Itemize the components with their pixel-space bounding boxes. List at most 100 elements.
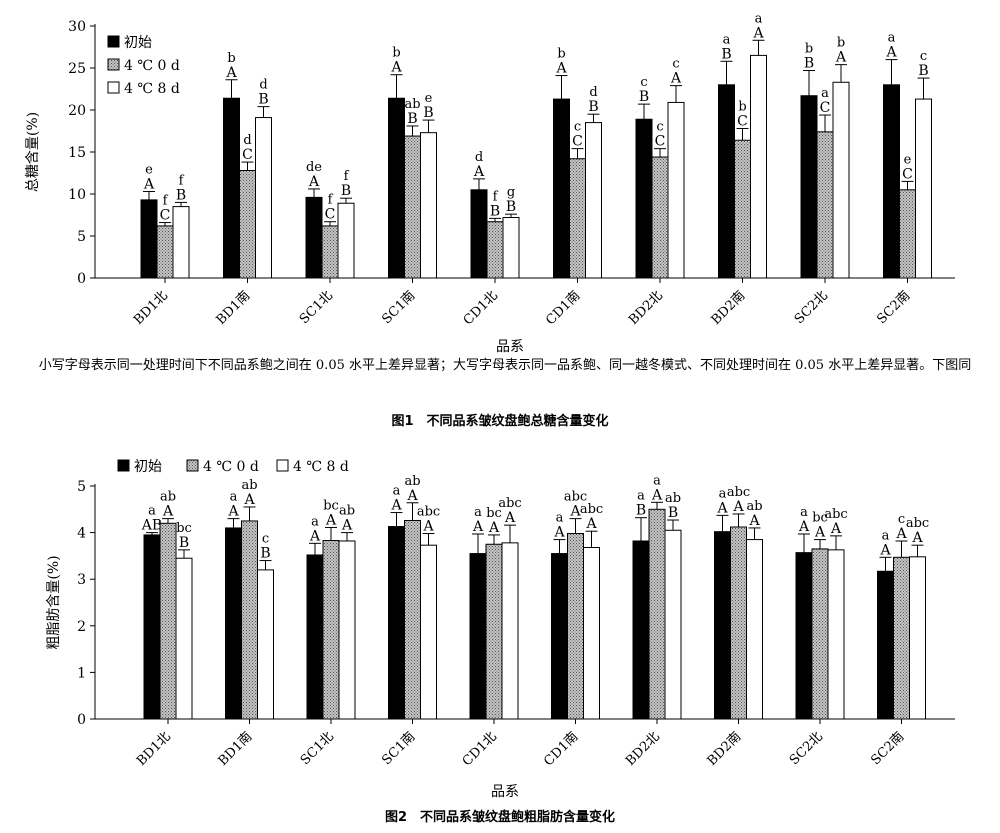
bar [502, 217, 520, 279]
bar [832, 81, 850, 279]
significance-upper-letter: A [309, 528, 321, 544]
significance-upper-letter: A [390, 498, 402, 514]
bar [883, 84, 900, 279]
significance-upper-letter: A [798, 519, 810, 535]
x-tick-label: SC1北 [298, 729, 337, 768]
significance-lower-letter: a [800, 505, 808, 520]
y-tick-label: 0 [77, 712, 86, 728]
bar [140, 199, 158, 279]
significance-lower-letter: f [493, 189, 499, 204]
significance-upper-letter: B [407, 111, 417, 127]
bar [795, 552, 813, 720]
bar [223, 97, 240, 279]
y-tick-label: 3 [77, 572, 86, 588]
significance-lower-letter: ab [404, 474, 420, 489]
bar [388, 97, 405, 279]
significance-lower-letter: ab [160, 490, 176, 505]
bar [159, 522, 177, 720]
significance-lower-letter: c [262, 532, 269, 547]
significance-upper-letter: A [835, 50, 847, 66]
x-tick-label: BD1北 [131, 288, 171, 328]
bar [816, 131, 834, 279]
figure-1-caption: 图1 不同品系皱纹盘鲍总糖含量变化 [391, 414, 609, 429]
x-tick-label: BD1南 [213, 288, 253, 328]
significance-lower-letter: d [589, 85, 597, 100]
x-tick-label: BD2南 [704, 729, 744, 769]
significance-lower-letter: abc [580, 502, 603, 517]
significance-upper-letter: C [655, 134, 666, 150]
y-tick-label: 0 [77, 271, 86, 287]
bar [877, 570, 894, 720]
significance-upper-letter: A [895, 526, 907, 542]
significance-upper-letter: C [325, 207, 336, 223]
y-tick-label: 2 [77, 619, 86, 635]
significance-lower-letter: b [805, 42, 813, 57]
bar [337, 202, 355, 279]
y-axis-title: 总糖含量(%) [25, 112, 41, 192]
significance-lower-letter: a [393, 484, 401, 499]
significance-upper-letter: A [472, 519, 484, 535]
bar [583, 547, 600, 720]
significance-lower-letter: a [882, 528, 890, 543]
x-tick-label: SC2北 [787, 729, 826, 768]
significance-lower-letter: c [920, 49, 927, 64]
significance-lower-letter: a [821, 86, 829, 101]
significance-lower-letter: a [148, 504, 156, 519]
y-tick-label: 4 [77, 526, 86, 542]
bar [730, 526, 747, 720]
significance-upper-letter: B [179, 535, 189, 551]
bar [734, 139, 751, 279]
significance-upper-letter: B [636, 503, 646, 519]
y-tick-label: 25 [68, 61, 86, 77]
significance-lower-letter: ab [665, 491, 681, 506]
significance-upper-letter: A [504, 510, 516, 526]
significance-lower-letter: bc [323, 498, 339, 513]
y-tick-label: 20 [68, 103, 86, 119]
significance-upper-letter: A [911, 530, 923, 546]
significance-lower-letter: a [556, 511, 564, 526]
bar [899, 189, 916, 279]
significance-upper-letter: A [143, 176, 155, 192]
significance-upper-letter: A [422, 519, 434, 535]
significance-upper-letter: A [814, 525, 826, 541]
legend-label: 4 ℃ 0 d [124, 58, 180, 74]
legend-swatch [107, 35, 120, 48]
figure-1-note: 小写字母表示同一处理时间下不同品系鲍之间在 0.05 水平上差异显著；大写字母表… [38, 358, 972, 373]
significance-upper-letter: B [588, 99, 598, 115]
significance-upper-letter: A [390, 60, 402, 76]
significance-upper-letter: B [423, 105, 433, 121]
bar [486, 221, 504, 279]
significance-lower-letter: a [723, 32, 731, 47]
significance-upper-letter: A [670, 71, 682, 87]
significance-lower-letter: f [163, 194, 169, 209]
significance-lower-letter: a [311, 514, 319, 529]
significance-upper-letter: B [176, 187, 186, 203]
x-tick-label: BD1南 [215, 729, 255, 769]
significance-upper-letter: C [572, 134, 583, 150]
y-tick-label: 10 [68, 187, 86, 203]
bar [632, 540, 650, 720]
x-tick-label: SC2南 [874, 288, 914, 328]
legend-label: 4 ℃ 0 d [203, 459, 259, 475]
significance-upper-letter: A [716, 500, 728, 516]
significance-lower-letter: e [904, 152, 912, 167]
significance-lower-letter: d [259, 78, 267, 93]
significance-lower-letter: a [474, 505, 482, 520]
significance-lower-letter: a [637, 489, 645, 504]
significance-upper-letter: B [258, 92, 268, 108]
significance-upper-letter: A [732, 499, 744, 515]
bar [635, 118, 653, 279]
legend-swatch [107, 81, 120, 94]
x-tick-label: CD1南 [543, 288, 584, 329]
legend-label: 4 ℃ 8 d [293, 459, 349, 475]
bar [909, 556, 926, 720]
x-axis-title: 品系 [491, 784, 519, 800]
significance-lower-letter: abc [564, 490, 587, 505]
significance-upper-letter: C [160, 208, 171, 224]
significance-lower-letter: a [719, 486, 727, 501]
significance-upper-letter: AB [141, 518, 162, 534]
bar [664, 529, 682, 720]
